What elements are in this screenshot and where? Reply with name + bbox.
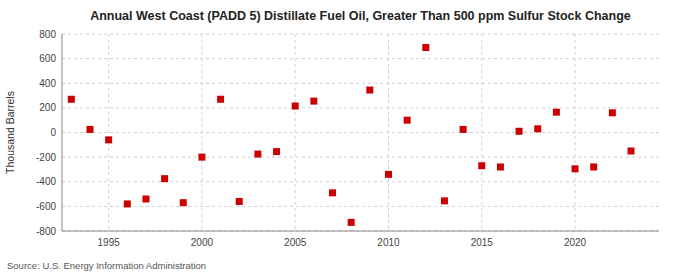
- point: [68, 96, 75, 103]
- y-grid-line: [62, 58, 659, 59]
- point: [236, 198, 243, 205]
- x-grid-line: [295, 34, 296, 231]
- y-tick-label: -400: [36, 176, 56, 187]
- y-grid-line: [62, 157, 659, 158]
- x-tick-label: 2005: [284, 237, 307, 248]
- x-tick-label: 2010: [377, 237, 400, 248]
- y-grid-line: [62, 83, 659, 84]
- point: [86, 126, 93, 133]
- y-tick-label: -200: [36, 152, 56, 163]
- x-tick-label: 2015: [471, 237, 494, 248]
- point: [441, 197, 448, 204]
- x-grid-line: [388, 34, 389, 231]
- x-grid-line: [201, 34, 202, 231]
- point: [590, 163, 597, 170]
- point: [273, 148, 280, 155]
- x-tick-label: 2020: [564, 237, 587, 248]
- point: [310, 98, 317, 105]
- point: [161, 175, 168, 182]
- point: [460, 126, 467, 133]
- point: [422, 44, 429, 51]
- x-grid-line: [108, 34, 109, 231]
- x-grid-line: [481, 34, 482, 231]
- point: [366, 87, 373, 94]
- x-axis-line: [62, 231, 659, 232]
- point: [329, 189, 336, 196]
- y-grid-line: [62, 181, 659, 182]
- axes: -800 -600 -400 -200 0 200 400 600 800 1995 2000 200…: [36, 29, 659, 249]
- point: [217, 96, 224, 103]
- point: [553, 109, 560, 116]
- point: [105, 136, 112, 143]
- x-tick-label: 1995: [98, 237, 121, 248]
- point: [534, 125, 541, 132]
- points: [68, 44, 635, 226]
- point: [385, 171, 392, 178]
- y-tick-label: 400: [39, 78, 56, 89]
- y-tick-label: -600: [36, 201, 56, 212]
- y-tick-label: 0: [50, 127, 56, 138]
- x-tick-label: 2000: [191, 237, 214, 248]
- y-tick-label: 200: [39, 102, 56, 113]
- point: [516, 128, 523, 135]
- point: [198, 154, 205, 161]
- y-tick-label: 600: [39, 53, 56, 64]
- point: [628, 147, 635, 154]
- point: [404, 117, 411, 124]
- point: [478, 162, 485, 169]
- point: [497, 163, 504, 170]
- chart: Annual West Coast (PADD 5) Distillate Fu…: [0, 0, 675, 275]
- y-grid-line: [62, 34, 659, 35]
- y-grid-line: [62, 206, 659, 207]
- title: Annual West Coast (PADD 5) Distillate Fu…: [90, 9, 631, 23]
- y-grid-line: [62, 107, 659, 108]
- point: [292, 103, 299, 110]
- point: [124, 200, 131, 207]
- point: [609, 109, 616, 116]
- source-annotation: Source: U.S. Energy Information Administ…: [7, 260, 206, 271]
- point: [142, 195, 149, 202]
- point: [348, 219, 355, 226]
- y-axis-label: Thousand Barrels: [4, 91, 16, 174]
- y-tick-label: -800: [36, 226, 56, 237]
- point: [180, 199, 187, 206]
- x-grid-line: [575, 34, 576, 231]
- y-grid-line: [62, 231, 659, 232]
- y-tick-label: 800: [39, 29, 56, 40]
- y-axis-line: [62, 34, 63, 231]
- point: [572, 165, 579, 172]
- y-grid-line: [62, 132, 659, 133]
- point: [254, 151, 261, 158]
- grid: [62, 34, 659, 231]
